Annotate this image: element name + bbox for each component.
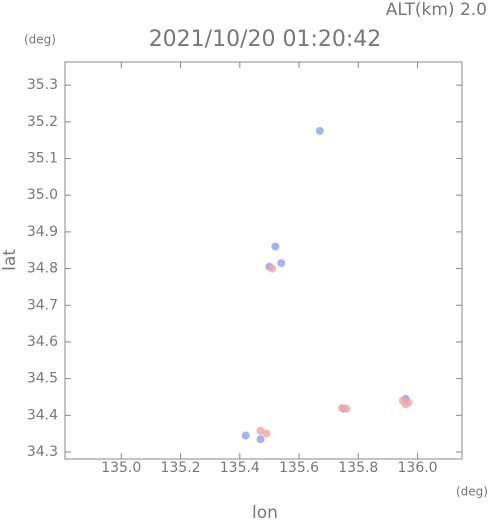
y-tick-label: 34.8 [27, 261, 58, 277]
y-tick-label: 34.4 [27, 407, 58, 423]
y-tick-label: 34.3 [27, 444, 58, 460]
point [277, 259, 286, 268]
point [262, 429, 271, 438]
point [342, 404, 351, 413]
point [241, 431, 250, 440]
y-tick-label: 35.2 [27, 114, 58, 130]
y-tick-label: 34.6 [27, 334, 58, 350]
y-axis-label: lat [0, 249, 20, 271]
chart-title: 2021/10/20 01:20:42 [149, 27, 382, 52]
x-tick-label: 135.8 [338, 460, 378, 476]
x-tick-label: 135.2 [160, 460, 200, 476]
x-tick-label: 135.4 [220, 460, 260, 476]
y-tick-label: 35.1 [27, 150, 58, 166]
point [268, 264, 277, 273]
x-tick-label: 135.0 [101, 460, 141, 476]
x-unit: (deg) [456, 485, 488, 499]
point [256, 435, 265, 444]
point [404, 398, 413, 407]
annotation: ALT(km) 2.0 [386, 0, 487, 20]
plot-frame [64, 61, 463, 460]
y-tick-label: 35.3 [27, 77, 58, 93]
y-tick-label: 34.5 [27, 371, 58, 387]
point [256, 426, 265, 435]
x-tick-label: 136.0 [398, 460, 438, 476]
y-tick-label: 34.9 [27, 224, 58, 240]
y-tick-label: 35.0 [27, 187, 58, 203]
x-tick-label: 135.6 [279, 460, 319, 476]
point [315, 126, 324, 135]
point [271, 242, 280, 251]
y-unit: (deg) [24, 33, 56, 47]
x-axis-label: lon [252, 503, 278, 521]
y-tick-label: 34.7 [27, 297, 58, 313]
